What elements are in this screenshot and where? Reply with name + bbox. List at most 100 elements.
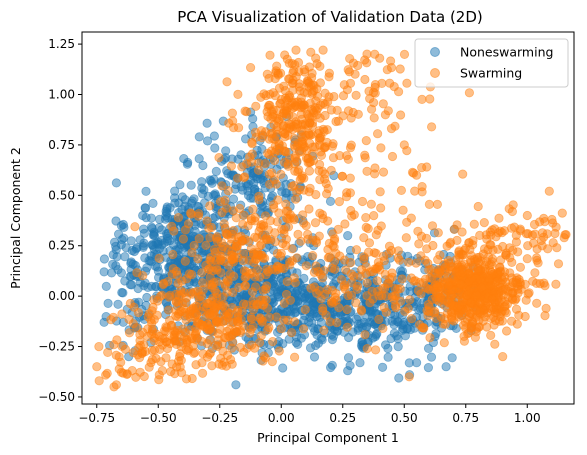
scatter-point xyxy=(111,241,121,251)
scatter-point xyxy=(228,116,238,126)
scatter-point xyxy=(264,322,274,333)
scatter-point xyxy=(290,159,300,169)
scatter-point xyxy=(386,124,397,134)
scatter-point xyxy=(217,181,227,191)
scatter-point xyxy=(434,268,445,278)
scatter-point xyxy=(455,279,466,289)
scatter-point xyxy=(236,231,246,241)
scatter-point xyxy=(417,163,427,173)
scatter-point xyxy=(111,261,121,271)
x-tick-label: −0.75 xyxy=(78,411,115,425)
scatter-point xyxy=(245,152,255,162)
scatter-point xyxy=(333,224,343,234)
scatter-point xyxy=(395,110,406,120)
scatter-point xyxy=(240,281,250,291)
scatter-point xyxy=(359,252,369,262)
scatter-point xyxy=(220,224,230,234)
scatter-point xyxy=(117,235,127,245)
scatter-point xyxy=(233,89,243,100)
scatter-point xyxy=(362,278,372,288)
scatter-point xyxy=(140,253,150,263)
scatter-point xyxy=(366,199,376,209)
scatter-point xyxy=(180,256,190,266)
scatter-point xyxy=(257,130,268,140)
scatter-point xyxy=(398,319,408,330)
scatter-point xyxy=(192,317,202,327)
scatter-point xyxy=(169,330,179,340)
scatter-point xyxy=(273,195,283,205)
scatter-point xyxy=(272,217,282,227)
scatter-point xyxy=(356,306,367,316)
scatter-point xyxy=(488,302,498,313)
scatter-point xyxy=(292,253,302,263)
scatter-point xyxy=(343,366,353,376)
scatter-point xyxy=(141,186,151,196)
scatter-point xyxy=(264,73,274,84)
scatter-point xyxy=(504,204,514,214)
scatter-point xyxy=(296,146,307,156)
scatter-point xyxy=(495,312,505,322)
scatter-point xyxy=(248,204,258,214)
scatter-point xyxy=(314,231,324,241)
scatter-point xyxy=(265,234,276,244)
scatter-point xyxy=(396,185,406,195)
scatter-point xyxy=(247,340,257,350)
scatter-point xyxy=(138,327,148,337)
scatter-point xyxy=(440,319,451,329)
scatter-point xyxy=(241,300,251,310)
scatter-point xyxy=(259,221,269,231)
scatter-point xyxy=(311,190,321,200)
scatter-point xyxy=(360,330,370,340)
scatter-point xyxy=(400,306,410,316)
scatter-point xyxy=(121,243,131,253)
scatter-point xyxy=(283,206,293,216)
scatter-point xyxy=(515,224,525,234)
scatter-point xyxy=(346,290,357,300)
scatter-point xyxy=(223,186,233,196)
legend-marker-swarming xyxy=(430,68,440,78)
scatter-point xyxy=(395,64,405,74)
scatter-point xyxy=(397,274,407,284)
scatter-point xyxy=(530,268,540,278)
scatter-point xyxy=(202,136,213,146)
scatter-point xyxy=(475,230,485,240)
scatter-point xyxy=(231,380,241,390)
scatter-point xyxy=(272,61,282,71)
scatter-point xyxy=(319,325,329,336)
scatter-point xyxy=(487,270,497,280)
y-tick-label: 0.00 xyxy=(48,289,75,303)
scatter-point xyxy=(254,191,264,201)
scatter-point xyxy=(265,50,275,60)
scatter-point xyxy=(240,106,250,116)
scatter-point xyxy=(204,310,215,320)
scatter-point xyxy=(473,201,483,212)
scatter-point xyxy=(210,143,220,153)
scatter-point xyxy=(194,292,204,302)
scatter-point xyxy=(373,262,383,272)
scatter-point xyxy=(99,267,109,277)
scatter-point xyxy=(469,219,479,229)
scatter-point xyxy=(401,233,411,243)
scatter-point xyxy=(201,240,211,250)
scatter-point xyxy=(372,129,383,139)
scatter-point xyxy=(310,340,321,351)
scatter-point xyxy=(547,214,557,225)
scatter-point xyxy=(411,170,422,180)
scatter-point xyxy=(439,300,449,310)
y-tick-label: 0.75 xyxy=(48,138,75,152)
scatter-point xyxy=(309,352,320,362)
scatter-point xyxy=(365,94,375,104)
scatter-point xyxy=(278,363,288,373)
scatter-point xyxy=(351,298,361,308)
scatter-point xyxy=(164,292,174,302)
scatter-point xyxy=(285,295,295,305)
scatter-point xyxy=(404,372,414,382)
scatter-point xyxy=(269,175,280,185)
scatter-point xyxy=(215,251,225,261)
scatter-point xyxy=(262,281,272,291)
scatter-point xyxy=(239,173,249,183)
scatter-point xyxy=(152,310,162,320)
scatter-point xyxy=(270,147,280,157)
scatter-point xyxy=(523,289,533,299)
scatter-point xyxy=(178,234,188,244)
